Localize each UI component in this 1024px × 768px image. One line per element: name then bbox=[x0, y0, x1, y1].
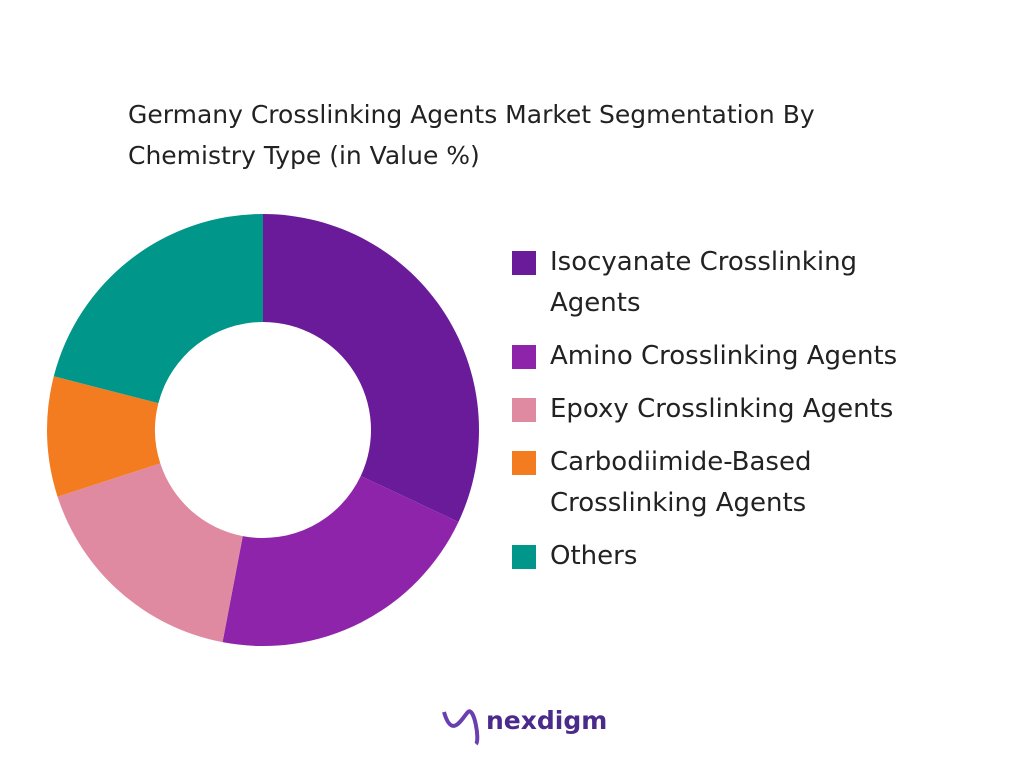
legend-item: Others bbox=[512, 536, 982, 577]
legend-item: Amino Crosslinking Agents bbox=[512, 336, 982, 377]
legend-swatch bbox=[512, 545, 536, 569]
legend-label: Others bbox=[550, 541, 638, 571]
chart-title: Germany Crosslinking Agents Market Segme… bbox=[128, 100, 815, 170]
donut-segment bbox=[263, 214, 479, 522]
donut-segment bbox=[57, 463, 243, 643]
legend-swatch bbox=[512, 451, 536, 475]
donut-segment bbox=[53, 214, 263, 404]
brand: nexdigm bbox=[486, 706, 608, 735]
legend-swatch bbox=[512, 345, 536, 369]
legend-swatch bbox=[512, 398, 536, 422]
legend-item: Epoxy Crosslinking Agents bbox=[512, 389, 982, 430]
legend-label: Isocyanate Crosslinking Agents bbox=[550, 247, 858, 318]
legend: Isocyanate Crosslinking Agents Amino Cros… bbox=[512, 242, 982, 589]
brand-logo bbox=[442, 709, 480, 746]
donut-segment bbox=[47, 376, 161, 497]
legend-item: Isocyanate Crosslinking Agents bbox=[512, 242, 982, 324]
legend-item: Carbodiimide-Based Crosslinking Agents bbox=[512, 442, 982, 524]
legend-label: Carbodiimide-Based Crosslinking Agents bbox=[550, 447, 812, 518]
donut-segment bbox=[222, 475, 459, 647]
legend-label: Epoxy Crosslinking Agents bbox=[550, 394, 894, 424]
legend-label: Amino Crosslinking Agents bbox=[550, 341, 898, 371]
legend-swatch bbox=[512, 251, 536, 275]
